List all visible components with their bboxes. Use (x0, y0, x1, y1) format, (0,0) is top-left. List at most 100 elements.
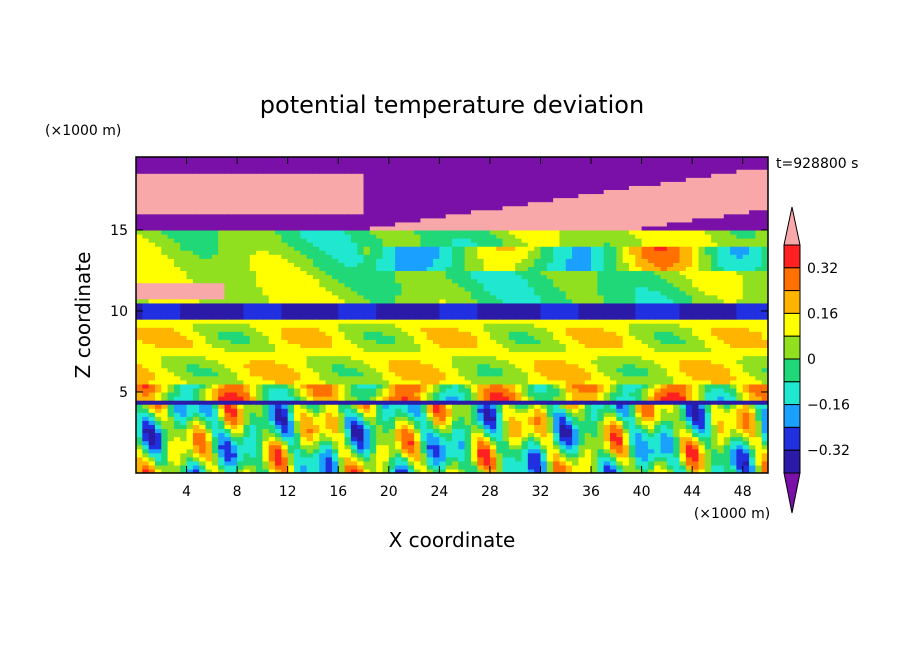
contour-cell (262, 408, 270, 413)
contour-cell (275, 282, 282, 288)
contour-cell (136, 432, 143, 438)
contour-cell (483, 412, 491, 417)
contour-cell (603, 404, 611, 409)
contour-cell (243, 359, 251, 365)
contour-cell (730, 363, 737, 369)
contour-cell (546, 363, 554, 369)
contour-cell (540, 371, 548, 377)
contour-cell (287, 456, 295, 462)
contour-cell (597, 383, 605, 389)
contour-cell (730, 416, 737, 421)
contour-cell (502, 428, 510, 434)
contour-cell (572, 339, 579, 344)
contour-cell (685, 306, 693, 312)
contour-cell (452, 315, 459, 320)
contour-cell (521, 310, 529, 316)
contour-cell (470, 432, 478, 438)
contour-cell (186, 440, 194, 446)
contour-cell (508, 319, 516, 324)
contour-cell (350, 416, 358, 421)
contour-cell (628, 452, 636, 458)
contour-cell (357, 367, 365, 373)
contour-cell (268, 286, 276, 292)
contour-cell (641, 367, 649, 373)
contour-cell (319, 408, 327, 413)
contour-cell (508, 323, 516, 328)
contour-cell (546, 367, 554, 373)
contour-cell (635, 343, 643, 349)
contour-cell (369, 298, 377, 304)
contour-cell (154, 379, 162, 385)
contour-cell (237, 351, 245, 357)
contour-cell (736, 464, 744, 470)
contour-cell (749, 306, 756, 312)
contour-cell (205, 363, 213, 369)
contour-cell (300, 355, 308, 361)
contour-cell (540, 375, 548, 381)
contour-cell (597, 294, 605, 300)
contour-cell (496, 404, 504, 409)
contour-cell (199, 339, 207, 344)
contour-cell (420, 343, 428, 349)
contour-cell (483, 298, 491, 304)
contour-cell (357, 440, 365, 446)
contour-cell (546, 371, 554, 377)
contour-cell (628, 347, 636, 353)
contour-cell (540, 270, 548, 276)
contour-cell (205, 367, 213, 373)
contour-cell (673, 432, 681, 438)
contour-cell (584, 319, 592, 324)
contour-cell (136, 343, 143, 349)
contour-cell (161, 290, 169, 296)
contour-cell (749, 278, 756, 284)
contour-cell (717, 452, 725, 458)
contour-cell (515, 335, 523, 340)
contour-cell (161, 319, 169, 324)
contour-cell (363, 306, 371, 312)
contour-cell (452, 387, 459, 393)
contour-cell (679, 343, 687, 349)
contour-cell (382, 436, 390, 442)
contour-cell (180, 339, 188, 344)
contour-cell (433, 412, 440, 417)
contour-cell (647, 270, 655, 276)
contour-cell (249, 278, 257, 284)
contour-cell (496, 456, 504, 462)
contour-cell (660, 323, 668, 328)
contour-cell (142, 371, 150, 377)
contour-cell (369, 286, 377, 292)
contour-cell (306, 391, 314, 397)
contour-cell (559, 375, 567, 381)
contour-cell (319, 420, 327, 425)
contour-cell (591, 412, 598, 417)
contour-cell (382, 282, 390, 288)
contour-cell (192, 319, 200, 324)
contour-cell (268, 319, 276, 324)
contour-cell (350, 315, 358, 320)
contour-cell (502, 367, 510, 373)
contour-cell (312, 310, 320, 316)
contour-cell (167, 420, 175, 425)
contour-cell (654, 387, 662, 393)
contour-cell (256, 468, 263, 473)
contour-cell (167, 278, 175, 284)
contour-cell (749, 400, 756, 405)
contour-cell (224, 343, 232, 349)
contour-cell (458, 448, 466, 454)
contour-cell (679, 464, 687, 470)
contour-cell (388, 315, 396, 320)
contour-cell (439, 298, 447, 304)
contour-cell (376, 315, 384, 320)
contour-cell (692, 335, 700, 340)
contour-cell (281, 416, 289, 421)
contour-cell (477, 298, 485, 304)
contour-cell (755, 282, 763, 288)
contour-cell (546, 432, 554, 438)
contour-cell (464, 412, 472, 417)
contour-cell (401, 383, 409, 389)
contour-cell (142, 302, 150, 308)
contour-cell (610, 347, 617, 353)
contour-cell (572, 444, 579, 450)
contour-cell (679, 310, 687, 316)
contour-cell (211, 468, 219, 473)
